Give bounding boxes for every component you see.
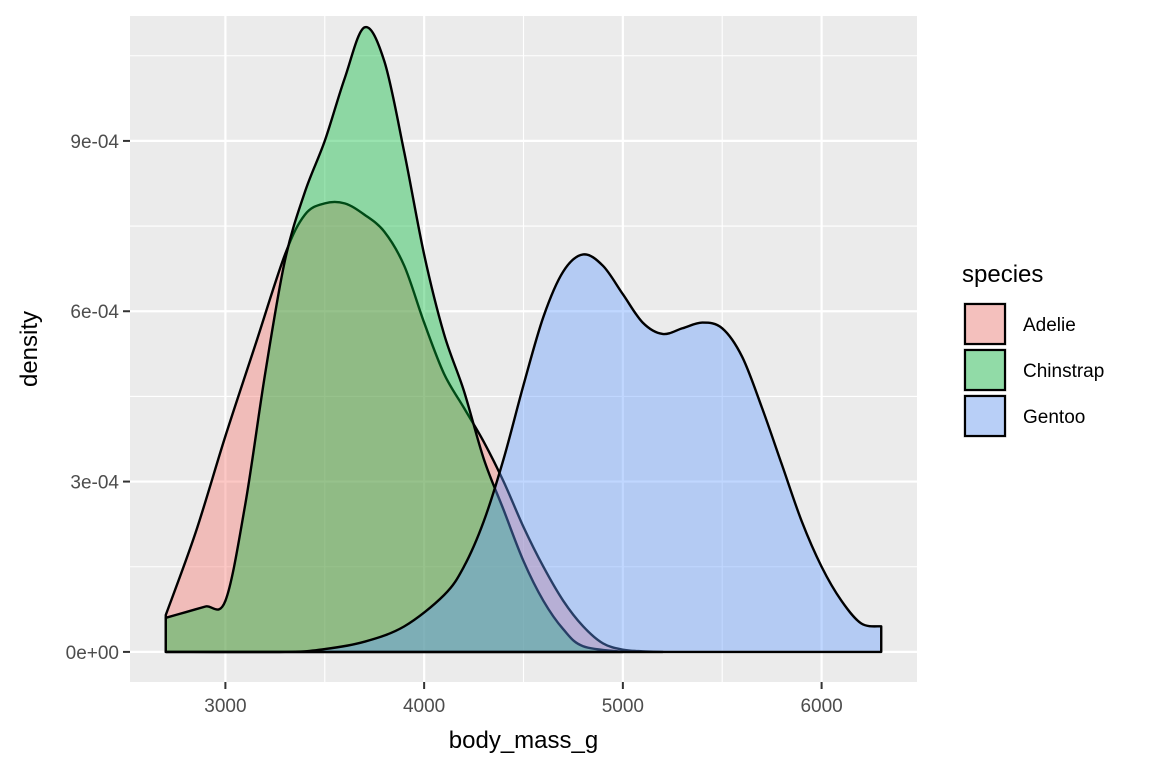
y-tick-label: 6e-04: [70, 302, 119, 323]
legend-key-chinstrap: [963, 348, 1007, 392]
density-area-gentoo: [164, 253, 883, 654]
y-tick-label: 0e+00: [66, 643, 119, 664]
x-tick-label: 6000: [800, 696, 842, 717]
legend-items: Adelie Chinstrap Gentoo: [963, 302, 1104, 438]
legend-label-gentoo: Gentoo: [1023, 407, 1085, 428]
density-area-chinstrap: [164, 25, 625, 654]
legend-key-bg: [963, 348, 1007, 392]
density-areas: [164, 25, 883, 654]
y-tick-label: 3e-04: [70, 473, 119, 494]
x-tick-label: 5000: [602, 696, 644, 717]
y-tick-label: 9e-04: [70, 132, 119, 153]
legend-label-chinstrap: Chinstrap: [1023, 361, 1104, 382]
legend-title: species: [962, 261, 1043, 288]
legend-label-adelie: Adelie: [1023, 315, 1076, 336]
x-tick-label: 4000: [403, 696, 445, 717]
y-axis-title: density: [16, 311, 43, 387]
x-axis-title: body_mass_g: [449, 727, 598, 754]
minor-gridlines: [130, 16, 917, 682]
legend-key-adelie: [963, 302, 1007, 346]
legend-key-gentoo: [963, 394, 1007, 438]
y-axis: 0e+00 3e-04 6e-04 9e-04: [66, 132, 130, 664]
x-axis: 3000 4000 5000 6000: [204, 682, 843, 717]
legend-key-bg: [963, 394, 1007, 438]
legend-key-bg: [963, 302, 1007, 346]
x-tick-label: 3000: [204, 696, 246, 717]
density-area-adelie: [164, 200, 664, 654]
legend: species Adelie Chinstrap Gentoo: [962, 261, 1104, 438]
